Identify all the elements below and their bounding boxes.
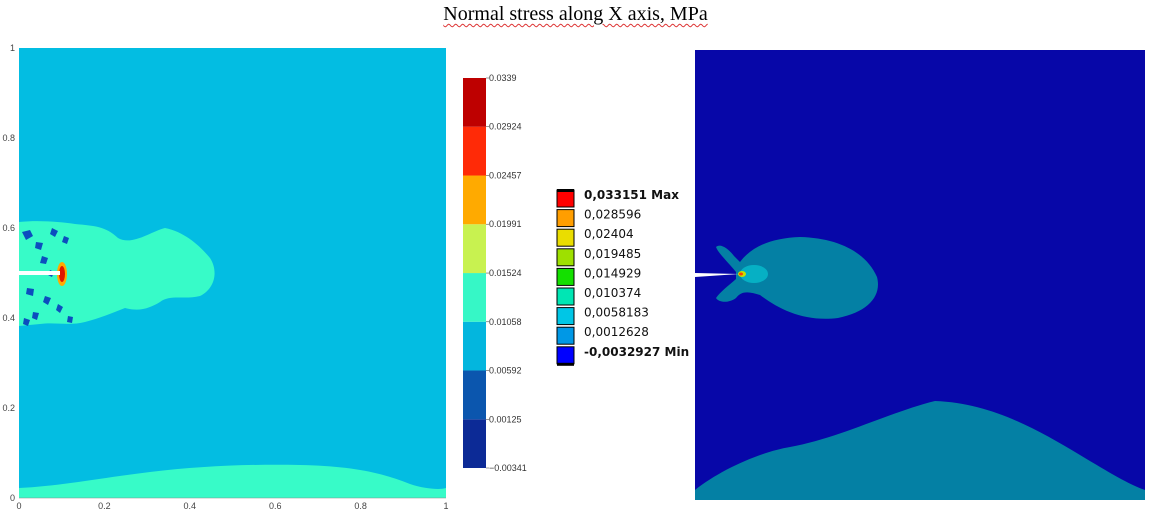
colorbar-tick-label: 0.0339 [489, 73, 517, 83]
legend-label: 0,010374 [584, 286, 641, 300]
legend-label: 0,014929 [584, 266, 641, 280]
y-tick-label: 0.6 [2, 223, 15, 233]
contour-plot-right [695, 50, 1145, 500]
legend-swatch [556, 228, 575, 247]
legend-label: 0,019485 [584, 247, 641, 261]
legend-swatch [556, 209, 575, 228]
colorbar-segment [463, 78, 486, 127]
crack-tip-inner [59, 266, 65, 282]
legend-label: 0,0012628 [584, 325, 649, 339]
colorbar-tick-label: 0.02924 [489, 122, 522, 132]
contour-crack-lobe [19, 221, 215, 326]
contour-plot-left [19, 48, 446, 498]
legend-bottom-bar [557, 362, 574, 366]
colorbar-tick-label: −0.00341 [489, 463, 527, 473]
colorbar-tick-label: 0.02457 [489, 171, 522, 181]
y-tick-label: 1 [10, 43, 15, 53]
colorbar-tick-label: 0.01991 [489, 219, 522, 229]
right-plot-crack-core [739, 272, 743, 276]
legend-label: -0,0032927 Min [584, 345, 689, 359]
legend-swatch [556, 287, 575, 306]
crack-line [19, 271, 60, 275]
colorbar-tick-label: 0.00592 [489, 365, 522, 375]
colorbar-tick-label: 0.00125 [489, 414, 522, 424]
y-tick-label: 0.2 [2, 403, 15, 413]
legend-label: 0,028596 [584, 208, 641, 222]
right-plot-bottom-mound [695, 401, 1145, 500]
legend-swatch [556, 248, 575, 267]
legend-swatch [556, 307, 575, 326]
legend-swatch [556, 346, 575, 365]
legend-label: 0,02404 [584, 227, 634, 241]
legend-label: 0,033151 Max [584, 188, 679, 202]
x-tick-label: 0.8 [354, 501, 367, 511]
legend-second-plot: 0,033151 Max 0,028596 0,02404 0,019485 0,014… [556, 188, 689, 366]
legend-swatch [556, 267, 575, 286]
colorbar-segment [463, 419, 486, 468]
colorbar-tick-label: 0.01058 [489, 317, 522, 327]
colorbar: −0.00341 0.00125 0.00592 0.01058 0.01524 0.01… [463, 73, 527, 473]
y-tick-label: 0 [10, 493, 15, 503]
legend-top-bar [557, 189, 574, 192]
right-plot-crack-line [695, 273, 739, 277]
colorbar-segment [463, 126, 486, 176]
colorbar-segment [463, 370, 486, 420]
legend-swatch [556, 326, 575, 345]
y-tick-label: 0.8 [2, 133, 15, 143]
colorbar-segment [463, 321, 486, 371]
page-title: Normal stress along X axis, MPa [443, 3, 708, 25]
plot1-y-ticks: 0 0.2 0.4 0.6 0.8 1 [2, 43, 15, 503]
x-tick-label: 0.2 [98, 501, 111, 511]
y-tick-label: 0.4 [2, 313, 15, 323]
contour-speckles [22, 228, 73, 326]
colorbar-segment [463, 273, 486, 322]
plot1-x-ticks: 0 0.2 0.4 0.6 0.8 1 [16, 501, 448, 511]
legend-swatch [556, 189, 575, 208]
legend-label: 0,0058183 [584, 306, 649, 320]
colorbar-segment [463, 224, 486, 274]
x-tick-label: 0 [16, 501, 21, 511]
contour-bottom-band [19, 464, 446, 498]
x-tick-label: 0.6 [269, 501, 282, 511]
right-plot-crack-lobe [716, 237, 878, 319]
x-tick-label: 0.4 [184, 501, 197, 511]
x-tick-label: 1 [443, 501, 448, 511]
colorbar-segment [463, 175, 486, 225]
right-plot-crack-zone [740, 265, 768, 283]
colorbar-tick-label: 0.01524 [489, 268, 522, 278]
